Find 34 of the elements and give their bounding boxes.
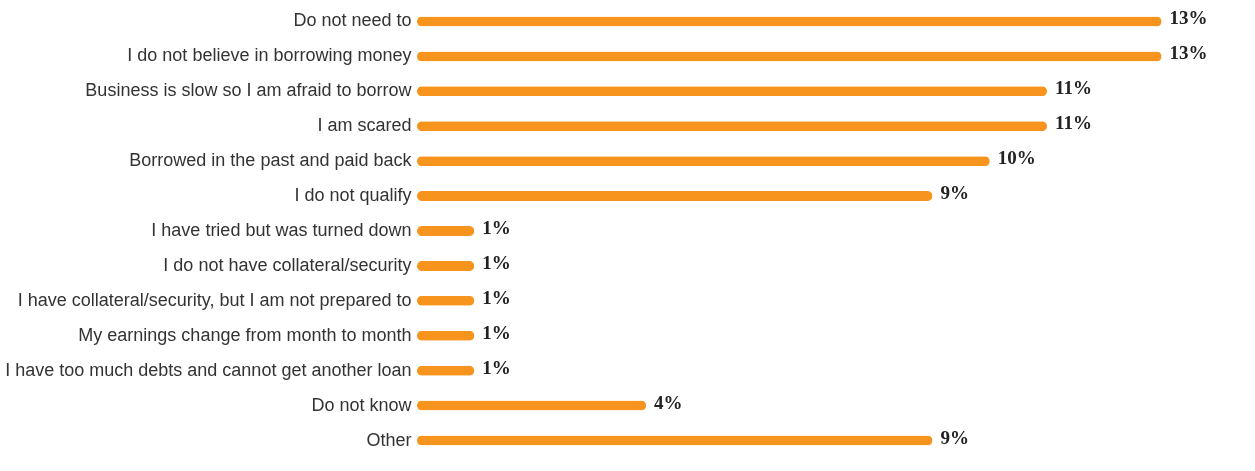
y-tick-label: Business is slow so I am afraid to borrow: [85, 80, 413, 101]
data-label: 4%: [654, 391, 683, 413]
bar: [417, 226, 475, 236]
data-label: 11%: [1055, 77, 1092, 99]
data-label: 1%: [482, 286, 511, 308]
bar: [417, 51, 1162, 62]
data-label: 9%: [940, 426, 969, 448]
y-tick-label: I am scared: [317, 115, 412, 136]
y-tick-label: Do not know: [311, 394, 413, 415]
y-tick-label: I have collateral/security, but I am not prepared to: [17, 289, 412, 310]
data-label: 1%: [482, 356, 511, 378]
data-label: 10%: [997, 147, 1036, 169]
bar: [417, 86, 1047, 97]
y-tick-label: I have too much debts and cannot get another loan: [5, 359, 412, 380]
bar: [417, 156, 990, 167]
data-label: 11%: [1055, 112, 1092, 134]
bar: [417, 191, 933, 202]
bar: [417, 121, 1047, 132]
data-label: 13%: [1169, 7, 1208, 29]
y-tick-label: My earnings change from month to month: [78, 324, 412, 345]
y-tick-label: I have tried but was turned down: [151, 220, 412, 240]
data-label: 1%: [482, 217, 511, 238]
bar: [417, 16, 1162, 27]
y-tick-label: Borrowed in the past and paid back: [129, 150, 413, 171]
bar: [417, 260, 475, 271]
y-tick-label: I do not believe in borrowing money: [127, 45, 412, 66]
y-tick-label: Do not need to: [293, 10, 412, 31]
y-tick-label: Other: [366, 429, 412, 450]
data-label: 1%: [482, 321, 511, 343]
y-tick-label: I do not qualify: [294, 185, 412, 206]
data-label: 1%: [482, 251, 511, 273]
data-label: 9%: [940, 182, 969, 204]
data-label: 13%: [1169, 42, 1208, 64]
y-tick-label: I do not have collateral/security: [163, 254, 412, 275]
